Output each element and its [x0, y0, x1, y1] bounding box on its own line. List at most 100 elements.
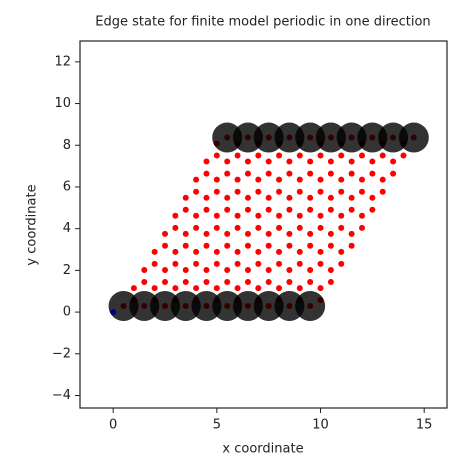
- edge-weight: [191, 291, 222, 322]
- edge-weight: [253, 122, 284, 153]
- site: [327, 158, 334, 165]
- site: [182, 230, 189, 237]
- site: [234, 188, 241, 195]
- y-tick-label: −2: [52, 346, 71, 361]
- site: [213, 176, 220, 183]
- site: [338, 260, 345, 267]
- x-tick-label: 0: [109, 418, 117, 433]
- edge-weight: [150, 291, 181, 322]
- edge-weight: [232, 122, 263, 153]
- site: [276, 260, 283, 267]
- x-axis-label: x coordinate: [222, 442, 303, 457]
- edge-weight: [212, 122, 243, 153]
- site: [338, 224, 345, 231]
- site: [213, 212, 220, 219]
- site: [224, 242, 231, 249]
- site: [224, 170, 231, 177]
- site: [172, 260, 179, 267]
- y-tick-label: 2: [63, 263, 71, 278]
- site: [265, 266, 272, 273]
- site: [244, 170, 251, 177]
- site: [327, 242, 334, 249]
- site: [255, 176, 262, 183]
- site: [358, 224, 365, 231]
- y-tick-label: 0: [63, 305, 71, 320]
- site: [255, 260, 262, 267]
- site: [151, 285, 158, 292]
- site: [162, 279, 169, 286]
- edge-weight: [295, 291, 326, 322]
- site: [327, 279, 334, 286]
- site: [296, 248, 303, 255]
- site: [224, 230, 231, 237]
- edge-weight: [129, 291, 160, 322]
- site: [110, 309, 117, 316]
- site: [244, 242, 251, 249]
- site: [327, 194, 334, 201]
- x-tick-label: 15: [416, 418, 433, 433]
- site: [317, 285, 324, 292]
- site: [182, 206, 189, 213]
- site: [162, 266, 169, 273]
- site: [400, 152, 407, 159]
- site: [234, 224, 241, 231]
- site: [182, 279, 189, 286]
- edge-weight: [108, 291, 139, 322]
- site: [172, 285, 179, 292]
- site: [307, 194, 314, 201]
- site: [162, 242, 169, 249]
- site: [224, 266, 231, 273]
- site: [172, 248, 179, 255]
- site: [348, 158, 355, 165]
- site: [203, 194, 210, 201]
- site: [338, 176, 345, 183]
- site: [286, 230, 293, 237]
- site: [193, 212, 200, 219]
- site: [265, 158, 272, 165]
- site: [327, 230, 334, 237]
- edge-weight: [295, 122, 326, 153]
- site: [265, 230, 272, 237]
- edge-weight: [357, 122, 388, 153]
- edge-weight: [212, 291, 243, 322]
- site: [193, 248, 200, 255]
- site: [224, 194, 231, 201]
- site: [317, 188, 324, 195]
- site: [203, 279, 210, 286]
- site: [307, 266, 314, 273]
- site: [276, 188, 283, 195]
- site: [172, 212, 179, 219]
- site: [234, 248, 241, 255]
- site: [234, 260, 241, 267]
- site: [390, 170, 397, 177]
- y-tick-label: 12: [54, 54, 71, 69]
- y-tick-label: 6: [63, 179, 71, 194]
- site: [224, 158, 231, 165]
- site: [369, 170, 376, 177]
- site: [213, 285, 220, 292]
- site: [265, 279, 272, 286]
- site: [379, 152, 386, 159]
- site: [224, 206, 231, 213]
- site: [327, 266, 334, 273]
- site: [358, 152, 365, 159]
- site: [244, 158, 251, 165]
- site: [390, 158, 397, 165]
- site: [317, 176, 324, 183]
- site: [317, 260, 324, 267]
- site: [141, 279, 148, 286]
- site: [317, 212, 324, 219]
- y-tick-label: 10: [54, 96, 71, 111]
- site: [327, 206, 334, 213]
- site: [213, 224, 220, 231]
- site: [338, 212, 345, 219]
- site: [348, 230, 355, 237]
- site: [276, 285, 283, 292]
- site: [255, 248, 262, 255]
- x-tick-label: 5: [213, 418, 221, 433]
- edge-weight: [315, 122, 346, 153]
- site: [265, 194, 272, 201]
- site: [193, 224, 200, 231]
- site: [307, 206, 314, 213]
- site: [244, 206, 251, 213]
